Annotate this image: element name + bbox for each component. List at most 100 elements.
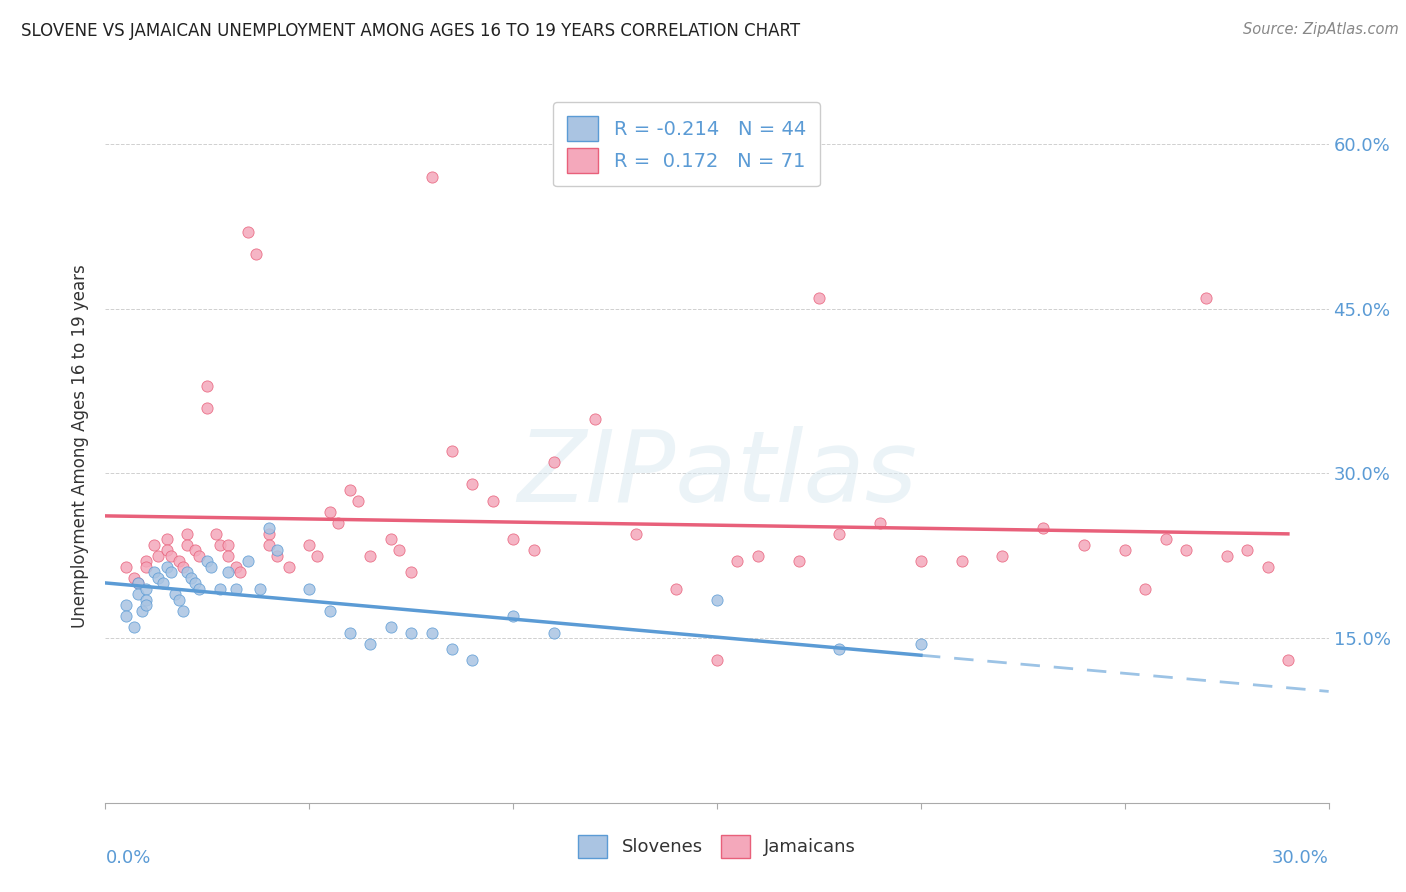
Point — [583, 411, 606, 425]
Y-axis label: Unemployment Among Ages 16 to 19 years: Unemployment Among Ages 16 to 19 years — [72, 264, 90, 628]
Point — [180, 571, 202, 585]
Point — [1133, 582, 1156, 596]
Text: Source: ZipAtlas.com: Source: ZipAtlas.com — [1243, 22, 1399, 37]
Point — [420, 625, 443, 640]
Text: 0.0%: 0.0% — [105, 849, 150, 867]
Point — [225, 559, 247, 574]
Point — [910, 637, 932, 651]
Point — [236, 554, 260, 568]
Point — [127, 576, 149, 591]
Point — [388, 543, 411, 558]
Point — [543, 625, 565, 640]
Point — [135, 554, 157, 568]
Point — [159, 566, 181, 580]
Point — [401, 566, 423, 580]
Point — [159, 549, 181, 563]
Point — [122, 620, 145, 634]
Point — [747, 549, 769, 563]
Text: 30.0%: 30.0% — [1272, 849, 1329, 867]
Legend: Slovenes, Jamaicans: Slovenes, Jamaicans — [571, 828, 863, 865]
Point — [1256, 559, 1278, 574]
Point — [200, 559, 222, 574]
Point — [135, 582, 157, 596]
Point — [188, 582, 211, 596]
Point — [115, 609, 138, 624]
Point — [991, 549, 1014, 563]
Point — [257, 521, 280, 535]
Point — [502, 609, 524, 624]
Point — [298, 582, 321, 596]
Point — [461, 477, 484, 491]
Point — [401, 625, 423, 640]
Point — [148, 549, 170, 563]
Point — [1236, 543, 1258, 558]
Point — [208, 538, 231, 552]
Point — [208, 582, 231, 596]
Point — [143, 566, 166, 580]
Point — [441, 444, 464, 458]
Point — [318, 604, 342, 618]
Point — [910, 554, 932, 568]
Point — [204, 526, 226, 541]
Text: ZIPatlas: ZIPatlas — [517, 426, 917, 523]
Point — [156, 533, 179, 547]
Point — [828, 526, 851, 541]
Point — [127, 587, 149, 601]
Point — [152, 576, 174, 591]
Point — [176, 538, 198, 552]
Point — [543, 455, 565, 469]
Point — [727, 554, 749, 568]
Point — [236, 225, 260, 239]
Point — [307, 549, 329, 563]
Point — [441, 642, 464, 657]
Point — [127, 576, 149, 591]
Point — [184, 543, 207, 558]
Point — [135, 559, 157, 574]
Point — [1277, 653, 1299, 667]
Point — [148, 571, 170, 585]
Point — [172, 604, 194, 618]
Point — [115, 598, 138, 612]
Point — [257, 526, 280, 541]
Point — [135, 592, 157, 607]
Point — [245, 247, 267, 261]
Point — [115, 559, 138, 574]
Point — [249, 582, 271, 596]
Point — [461, 653, 484, 667]
Point — [167, 554, 190, 568]
Point — [339, 483, 361, 497]
Point — [197, 378, 219, 392]
Point — [122, 571, 145, 585]
Point — [1175, 543, 1198, 558]
Point — [360, 549, 382, 563]
Point — [225, 582, 247, 596]
Point — [706, 653, 728, 667]
Point — [380, 533, 402, 547]
Point — [172, 559, 194, 574]
Point — [1216, 549, 1239, 563]
Point — [420, 169, 443, 184]
Point — [176, 526, 198, 541]
Point — [787, 554, 810, 568]
Point — [828, 642, 851, 657]
Point — [1195, 291, 1218, 305]
Point — [298, 538, 321, 552]
Point — [143, 538, 166, 552]
Point — [156, 543, 179, 558]
Text: SLOVENE VS JAMAICAN UNEMPLOYMENT AMONG AGES 16 TO 19 YEARS CORRELATION CHART: SLOVENE VS JAMAICAN UNEMPLOYMENT AMONG A… — [21, 22, 800, 40]
Point — [347, 494, 370, 508]
Point — [156, 559, 179, 574]
Point — [197, 401, 219, 415]
Point — [131, 604, 153, 618]
Point — [502, 533, 524, 547]
Point — [523, 543, 546, 558]
Point — [380, 620, 402, 634]
Point — [278, 559, 301, 574]
Point — [217, 538, 239, 552]
Point — [217, 549, 239, 563]
Point — [1114, 543, 1136, 558]
Point — [135, 598, 157, 612]
Point — [339, 625, 361, 640]
Point — [176, 566, 198, 580]
Point — [665, 582, 688, 596]
